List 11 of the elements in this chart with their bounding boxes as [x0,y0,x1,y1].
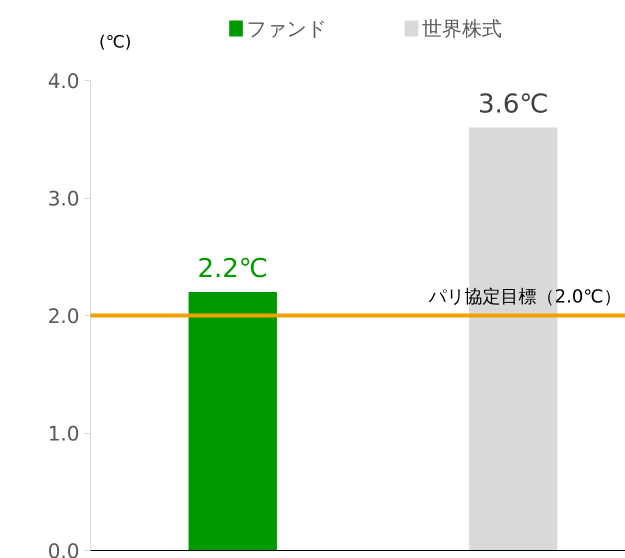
y-tick-label: 4.0 [48,69,80,93]
y-tick-label: 1.0 [48,422,80,446]
y-tick-label: 3.0 [48,186,80,210]
y-tick-label: 0.0 [48,539,80,558]
y-axis-title: (℃) [99,32,132,52]
legend-label: 世界株式 [422,16,502,40]
data-label: 2.2℃ [197,254,268,284]
y-tick-label: 2.0 [48,304,80,328]
ref-line-label: パリ協定目標（2.0℃） [428,286,622,308]
data-label: 3.6℃ [478,90,549,120]
legend-label: ファンド [246,16,326,40]
